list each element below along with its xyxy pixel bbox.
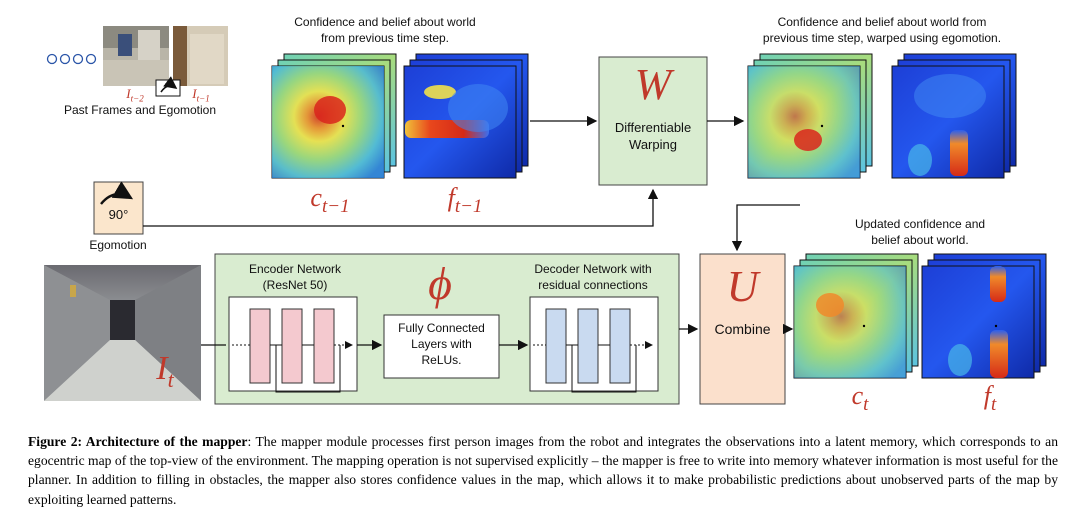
phi-symbol: ϕ bbox=[428, 258, 452, 309]
past-frame-t2-label: It−2 bbox=[126, 86, 144, 104]
updated-confidence-map-stack bbox=[793, 253, 919, 379]
encoder-label-1: Encoder Network bbox=[248, 262, 342, 276]
updated-belief-map-stack bbox=[921, 253, 1047, 379]
fc-label-2: Layers with bbox=[411, 337, 472, 351]
updated-maps-title-1: Updated confidence and bbox=[854, 217, 986, 231]
past-frame-t1-label: It−1 bbox=[192, 86, 210, 104]
decoder-label-2: residual connections bbox=[538, 278, 648, 292]
fc-label-3: ReLUs. bbox=[421, 353, 462, 367]
warp-label-1: Differentiable bbox=[614, 120, 692, 135]
encoder-layer-2 bbox=[281, 308, 303, 384]
warp-label-2: Warping bbox=[629, 137, 677, 152]
current-image-label: It bbox=[156, 350, 174, 392]
encoder-layer-3 bbox=[313, 308, 335, 384]
prev-confidence-map-stack bbox=[271, 53, 397, 179]
updated-maps-title-2: belief about world. bbox=[871, 233, 969, 247]
figure-caption: Figure 2: Architecture of the mapper: Th… bbox=[28, 432, 1058, 509]
prev-belief-map-stack bbox=[403, 53, 529, 179]
prev-maps-title-2: from previous time step. bbox=[320, 31, 450, 45]
warping-box bbox=[598, 56, 708, 186]
warped-maps-title-1: Confidence and belief about world from bbox=[777, 15, 987, 29]
f-t-label: ft bbox=[983, 381, 997, 416]
caption-bold: Figure 2: Architecture of the mapper bbox=[28, 434, 248, 449]
combine-box bbox=[699, 253, 786, 405]
fully-connected-box bbox=[383, 314, 500, 379]
decoder-label-1: Decoder Network with bbox=[534, 262, 652, 276]
egomotion-value: 90° bbox=[108, 207, 129, 222]
c-prev-label: ct−1 bbox=[310, 183, 350, 218]
decoder-layer-3 bbox=[609, 308, 631, 384]
current-frame-image bbox=[44, 265, 201, 401]
decoder-layer-1 bbox=[545, 308, 567, 384]
egomotion-label: Egomotion bbox=[89, 238, 147, 252]
c-t-label: ct bbox=[851, 381, 869, 416]
warped-confidence-map-stack bbox=[747, 53, 873, 179]
warp-symbol: W bbox=[634, 60, 672, 109]
warped-belief-map-stack bbox=[891, 53, 1017, 179]
egomotion-box bbox=[93, 181, 144, 235]
past-frames-label: Past Frames and Egomotion bbox=[63, 103, 217, 117]
prev-maps-title-1: Confidence and belief about world bbox=[294, 15, 476, 29]
encoder-layer-1 bbox=[249, 308, 271, 384]
past-frames-group bbox=[46, 26, 228, 97]
warped-maps-title-2: previous time step, warped using egomoti… bbox=[762, 31, 1002, 45]
caption-text: : The mapper module processes first pers… bbox=[28, 434, 1058, 507]
combine-label: Combine bbox=[714, 321, 771, 337]
encoder-label-2: (ResNet 50) bbox=[262, 278, 328, 292]
fc-label-1: Fully Connected bbox=[398, 321, 485, 335]
f-prev-label: ft−1 bbox=[447, 183, 483, 218]
decoder-layer-2 bbox=[577, 308, 599, 384]
combine-symbol: U bbox=[726, 262, 759, 311]
